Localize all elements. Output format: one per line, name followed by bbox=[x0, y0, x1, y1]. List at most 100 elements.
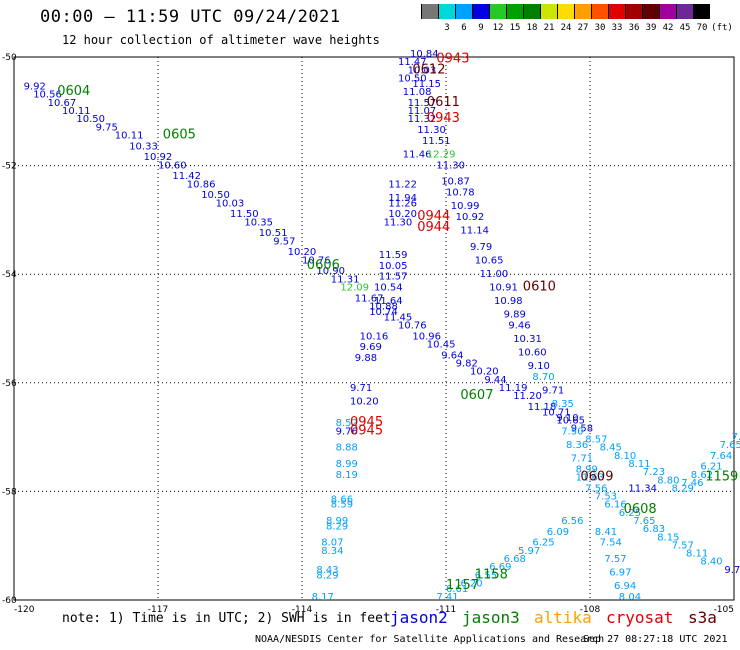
swh-value: 6.56 bbox=[561, 516, 583, 527]
satellite-altika: altika bbox=[534, 608, 592, 627]
swh-value: 7.65 bbox=[720, 440, 740, 451]
swh-value: 7.50 bbox=[561, 426, 583, 437]
x-tick-label: -108 bbox=[580, 605, 601, 615]
swh-value: 10.51 bbox=[259, 228, 288, 239]
legend-swatch bbox=[489, 4, 506, 19]
x-tick-label: -117 bbox=[148, 605, 168, 615]
swh-value: 9.64 bbox=[441, 350, 463, 361]
swh-value: 6.25 bbox=[619, 508, 641, 519]
legend-label: 21 bbox=[543, 23, 555, 33]
legend-swatch bbox=[574, 4, 591, 19]
swh-value: 11.45 bbox=[384, 312, 413, 323]
satellite-jason2: jason2 bbox=[390, 608, 448, 627]
swh-value: 11.19 bbox=[499, 383, 528, 394]
swh-value: 10.56 bbox=[33, 90, 62, 101]
pass-time-label: 0612 bbox=[412, 62, 445, 77]
swh-value: 11.31 bbox=[331, 274, 360, 285]
swh-value: 7.64 bbox=[710, 451, 732, 462]
legend-unit: (ft) bbox=[711, 23, 733, 33]
swh-value: 10.05 bbox=[379, 261, 408, 272]
swh-value: 7.65 bbox=[633, 516, 655, 527]
swh-value: 8.59 bbox=[331, 500, 353, 511]
swh-value: 11.57 bbox=[408, 98, 437, 109]
swh-value: 7.76 bbox=[732, 432, 740, 443]
legend-swatch bbox=[676, 4, 693, 19]
swh-value: 6.55 bbox=[475, 570, 497, 581]
swh-value: 11.51 bbox=[422, 136, 451, 147]
map-frame bbox=[13, 56, 735, 601]
legend-swatch bbox=[642, 4, 659, 19]
swh-value: 11.42 bbox=[172, 171, 201, 182]
swh-value: 11.59 bbox=[379, 250, 408, 261]
swh-value: 8.80 bbox=[657, 475, 679, 486]
y-tick-label: -56 bbox=[2, 379, 17, 389]
swh-value: 10.50 bbox=[201, 190, 230, 201]
swh-value: 10.45 bbox=[427, 340, 456, 351]
swh-value: 8.35 bbox=[552, 399, 574, 410]
swh-value: 8.88 bbox=[336, 443, 358, 454]
swh-value: 10.16 bbox=[360, 331, 389, 342]
swh-value: 10.86 bbox=[187, 179, 216, 190]
satellite-cryosat: cryosat bbox=[606, 608, 674, 627]
swh-value: 10.90 bbox=[316, 266, 345, 277]
swh-value: 8.10 bbox=[614, 451, 636, 462]
swh-value: 8.66 bbox=[331, 494, 353, 505]
satellite-s3a: s3a bbox=[688, 608, 717, 627]
swh-value: 9.92 bbox=[24, 82, 46, 93]
swh-value: 6.94 bbox=[614, 581, 636, 592]
swh-value: 10.87 bbox=[441, 177, 470, 188]
y-tick-label: -60 bbox=[2, 596, 17, 606]
swh-value: 11.18 bbox=[528, 402, 557, 413]
legend-label: 9 bbox=[478, 23, 484, 33]
swh-value: 10.67 bbox=[48, 98, 77, 109]
swh-value: 8.34 bbox=[321, 546, 343, 557]
legend-swatch bbox=[693, 4, 710, 19]
swh-value: 9.74 bbox=[724, 565, 740, 576]
swh-value: 10.20 bbox=[350, 397, 379, 408]
swh-value: 8.57 bbox=[585, 435, 607, 446]
swh-value: 11.30 bbox=[384, 217, 413, 228]
swh-value: 9.88 bbox=[355, 353, 377, 364]
legend-label: 30 bbox=[594, 23, 606, 33]
legend-label: 18 bbox=[526, 23, 538, 33]
swh-value: 8.29 bbox=[672, 483, 694, 494]
swh-value: 8.62 bbox=[691, 470, 713, 481]
legend-swatch bbox=[625, 4, 642, 19]
swh-value: 10.50 bbox=[398, 73, 427, 84]
pass-time-label: 0608 bbox=[624, 502, 657, 517]
pass-time-label: 0611 bbox=[427, 95, 460, 110]
swh-value: 10.20 bbox=[470, 367, 499, 378]
pass-time-label: 0605 bbox=[163, 127, 196, 142]
pass-time-label: 0606 bbox=[307, 258, 340, 273]
swh-value: 11.34 bbox=[628, 483, 657, 494]
x-tick-label: -120 bbox=[14, 605, 35, 615]
swh-value: 9.57 bbox=[273, 236, 295, 247]
legend-label: 24 bbox=[560, 23, 572, 33]
swh-value: 8.70 bbox=[532, 372, 554, 383]
swh-value: 9.89 bbox=[504, 310, 526, 321]
legend-swatch bbox=[608, 4, 625, 19]
pass-time-label: 0943 bbox=[436, 51, 469, 66]
swh-value: 12.09 bbox=[340, 282, 369, 293]
pass-time-label: 1158 bbox=[475, 567, 508, 582]
swh-value: 10.54 bbox=[374, 282, 403, 293]
pass-time-label: 0944 bbox=[417, 209, 450, 224]
swh-value: 9.10 bbox=[528, 361, 550, 372]
swh-value: 10.96 bbox=[412, 331, 441, 342]
swh-value: 10.99 bbox=[451, 201, 480, 212]
y-tick-label: -54 bbox=[2, 270, 17, 280]
pass-time-label: 0945 bbox=[350, 423, 383, 438]
swh-value: 9.10 bbox=[556, 413, 578, 424]
swh-value: 12.29 bbox=[427, 149, 456, 160]
swh-value: 8.43 bbox=[316, 565, 338, 576]
swh-value: 10.20 bbox=[388, 209, 417, 220]
swh-value: 10.03 bbox=[216, 198, 245, 209]
swh-value: 10.92 bbox=[144, 152, 173, 163]
swh-value: 8.29 bbox=[326, 521, 348, 532]
swh-value: 6.83 bbox=[643, 524, 665, 535]
pass-time-label: 0944 bbox=[417, 220, 450, 235]
swh-value: 11.47 bbox=[398, 57, 427, 68]
x-tick-label: -105 bbox=[714, 605, 734, 615]
swh-value: 10.65 bbox=[556, 416, 585, 427]
swh-value: 7.56 bbox=[585, 483, 607, 494]
